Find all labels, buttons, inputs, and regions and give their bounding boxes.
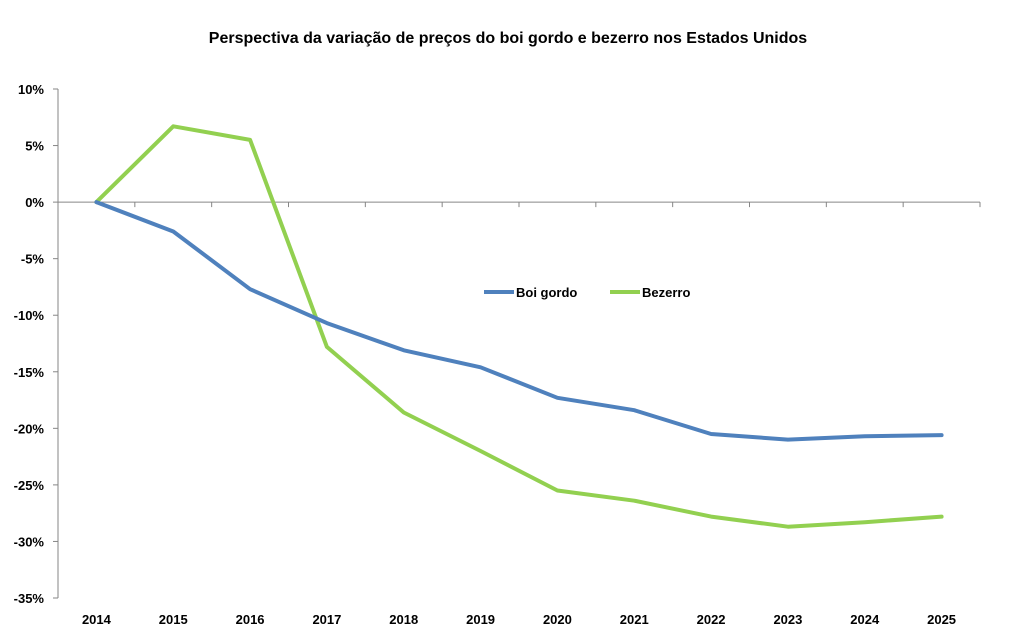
y-tick-label: -30% [14,534,45,549]
y-tick-label: 5% [25,139,44,154]
series-line-bezerro [94,124,944,529]
series-line-boi-gordo [94,200,944,442]
y-axis-ticks: 10% 5% 0% -5% -10% -15% -20% -25% -30% -35% [14,82,58,606]
series-layer [94,124,944,529]
x-tick-label: 2024 [850,612,880,627]
legend-label: Bezerro [642,285,690,300]
y-tick-label: -35% [14,591,45,606]
legend-label: Boi gordo [516,285,577,300]
x-tick-label: 2016 [236,612,265,627]
chart-title: Perspectiva da variação de preços do boi… [209,30,807,47]
x-tick-label: 2017 [312,612,341,627]
y-tick-label: -10% [14,308,45,323]
x-tick-label: 2014 [82,612,112,627]
x-tick-label: 2020 [543,612,572,627]
x-tick-label: 2021 [620,612,649,627]
y-tick-label: 0% [25,195,44,210]
axes [57,89,981,598]
x-tick-label: 2023 [773,612,802,627]
x-tick-label: 2018 [389,612,418,627]
x-tick-label: 2015 [159,612,188,627]
y-tick-label: -20% [14,421,45,436]
legend: Boi gordo Bezerro [484,285,690,300]
x-tick-label: 2022 [697,612,726,627]
x-axis-ticks: 2014 2015 2016 2017 2018 2019 2020 2021 2022 2023… [82,612,956,627]
y-tick-label: -25% [14,478,45,493]
y-tick-label: 10% [18,82,44,97]
y-tick-label: -5% [21,252,45,267]
x-tick-label: 2025 [927,612,956,627]
y-tick-label: -15% [14,365,45,380]
x-tick-label: 2019 [466,612,495,627]
